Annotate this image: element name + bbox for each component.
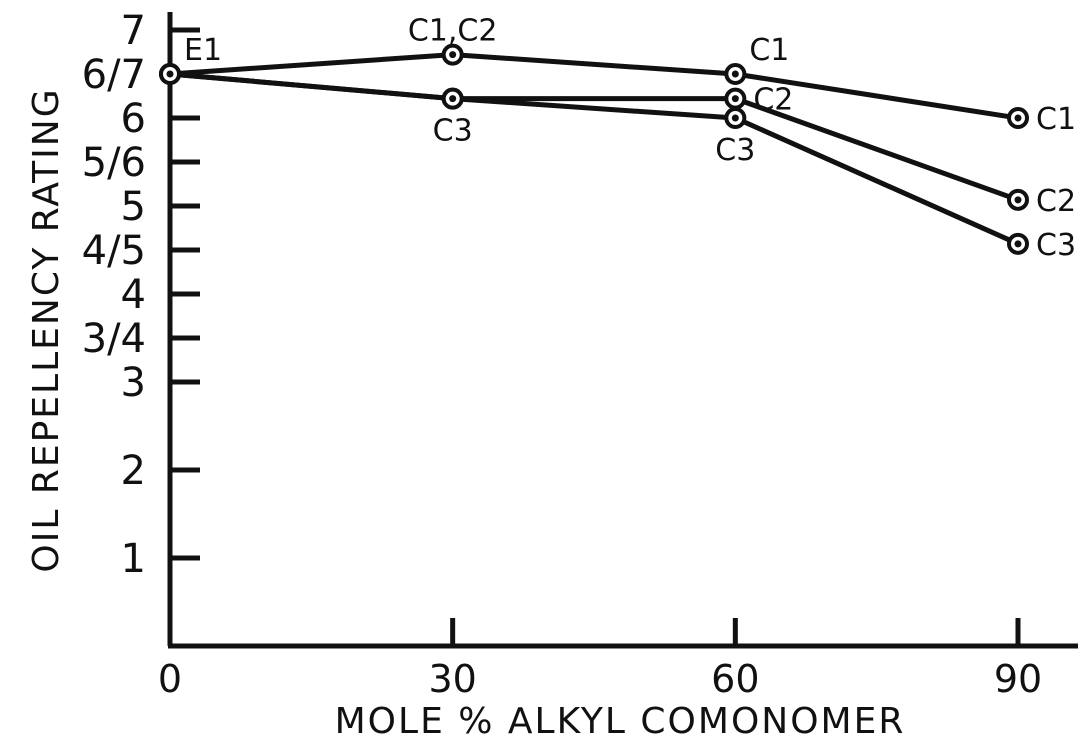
data-point-c1-30 [441,43,464,66]
data-point-c3-30 [441,87,464,110]
y-tick-label-7: 7 [121,8,146,54]
point-label-c1-60: C1 [749,33,789,68]
data-point-c2-60 [724,87,747,110]
data-point-c2-90 [1007,188,1029,211]
x-tick-label-30: 30 [428,657,476,701]
point-label-c3-90: C3 [1036,228,1076,263]
point-label-c1-90: C1 [1036,102,1076,137]
point-label-c2-90: C2 [1036,184,1076,219]
series-line-c3 [169,71,1020,247]
y-tick-label-5-6: 5/6 [82,140,146,186]
y-axis-title: OIL REPELLENCY RATING [26,87,67,572]
point-label-c3-30: C3 [433,114,473,149]
data-point-c3-90 [1007,232,1029,255]
x-ticks: 0 30 60 90 [158,618,1042,701]
series-points [159,43,1029,255]
data-point-c1-60 [724,63,747,85]
data-point-c3-60 [724,107,747,129]
series-line-c1 [169,52,1019,121]
y-ticks: 1 2 33/444/555/666/77 [82,8,200,582]
y-tick-label-4: 4 [121,272,146,318]
y-tick-label-4-5: 4/5 [82,228,146,274]
point-label-c2-60: C2 [753,83,793,118]
data-point-c3-0 [159,63,181,85]
data-point-c1-90 [1007,107,1029,129]
y-tick-label-2: 2 [121,448,146,494]
point-label-e1-0: E1 [184,33,222,68]
series-line-c2 [169,71,1019,203]
y-tick-label-3: 3 [121,360,146,406]
point-labels: E1 C1,C2 C3 C1 C2 C3 C1 C2 C3 [184,14,1076,263]
y-tick-label-3-4: 3/4 [82,316,146,362]
y-tick-label-6-7: 6/7 [82,52,146,98]
x-tick-label-0: 0 [158,657,182,701]
series-lines [169,52,1020,247]
y-tick-label-6: 6 [121,96,146,142]
y-tick-label-1: 1 [121,536,146,582]
x-tick-label-60: 60 [711,657,759,701]
x-axis-title: MOLE % ALKYL COMONOMER [335,701,906,741]
x-tick-label-90: 90 [994,657,1042,701]
point-label-c1-c2-30: C1,C2 [408,14,498,49]
y-tick-label-5: 5 [121,184,146,230]
point-label-c3-60: C3 [715,133,755,168]
